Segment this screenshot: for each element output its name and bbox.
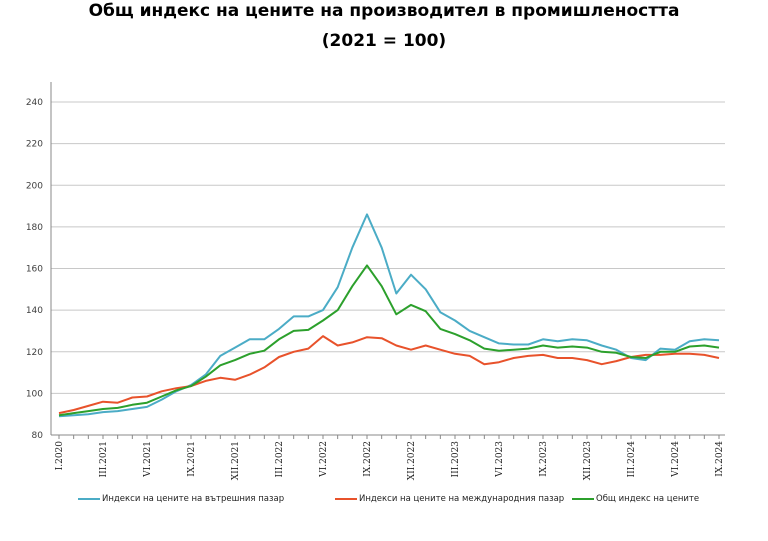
y-tick-label: 200 xyxy=(26,181,43,191)
legend-label: Индекси на цените на международния пазар xyxy=(359,494,565,504)
legend-swatch xyxy=(78,498,100,500)
y-tick-label: 120 xyxy=(26,348,43,358)
series-line xyxy=(58,264,720,417)
x-tick-label: VI.2021 xyxy=(143,441,153,478)
x-tick-label: VI.2022 xyxy=(319,441,329,478)
x-tick-label: I.2020 xyxy=(55,441,65,471)
x-tick-label: IX.2022 xyxy=(363,441,373,477)
x-tick-label: III.2021 xyxy=(99,441,109,477)
x-tick-label: III.2022 xyxy=(275,441,285,477)
x-tick-label: IX.2024 xyxy=(715,441,725,477)
y-tick-label: 100 xyxy=(26,389,43,399)
x-tick-label: XII.2023 xyxy=(583,441,593,481)
y-tick-label: 80 xyxy=(32,431,44,441)
x-tick-label: XII.2022 xyxy=(407,441,417,480)
x-tick-label: IX.2021 xyxy=(187,441,197,477)
legend-item-international: Индекси на цените на международния пазар xyxy=(335,494,564,504)
legend-swatch xyxy=(572,498,594,500)
series-line xyxy=(58,213,720,418)
y-tick-label: 180 xyxy=(26,223,43,233)
chart-subtitle: (2021 = 100) xyxy=(321,31,447,51)
y-tick-label: 140 xyxy=(26,306,43,316)
y-tick-label: 220 xyxy=(26,140,43,150)
x-tick-label: III.2023 xyxy=(451,441,461,478)
legend-label: Общ индекс на цените xyxy=(596,494,700,504)
x-tick-label: VI.2023 xyxy=(495,441,505,478)
x-tick-label: VI.2024 xyxy=(671,441,681,478)
y-tick-label: 160 xyxy=(26,265,43,275)
legend-swatch xyxy=(335,498,357,500)
chart-title: Общ индекс на цените на производител в п… xyxy=(88,1,680,21)
legend-label: Индекси на цените на вътрешния пазар xyxy=(102,494,285,504)
legend-item-total: Общ индекс на цените xyxy=(572,494,699,504)
y-tick-label: 240 xyxy=(26,98,43,108)
x-tick-label: XII.2021 xyxy=(231,441,241,480)
legend-item-domestic: Индекси на цените на вътрешния пазар xyxy=(78,494,284,504)
series-line xyxy=(58,335,720,415)
x-tick-label: IX.2023 xyxy=(539,441,549,477)
x-tick-label: III.2024 xyxy=(627,441,637,478)
